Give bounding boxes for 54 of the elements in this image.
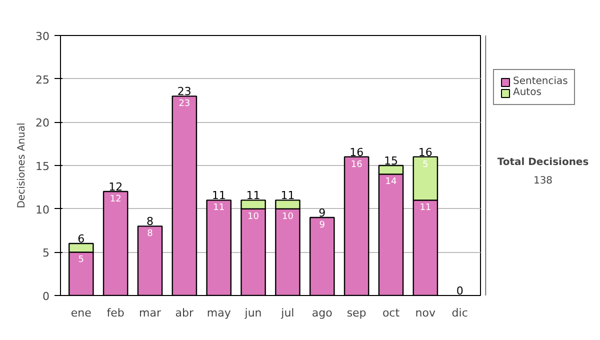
y-tick-label: 0 [42,290,50,303]
total-label: 11 [246,189,260,202]
data-label: 8 [147,229,154,240]
data-label: 14 [385,177,397,188]
text: 138 [533,176,553,187]
x-tick-label: oct [382,306,400,320]
data-label: 10 [248,212,260,222]
data-label: 11 [420,203,432,214]
x-tick-label: jun [244,306,262,320]
total-label: 23 [177,85,192,98]
data-label: 23 [178,99,190,110]
x-tick-label: feb [106,306,124,320]
x-tick-label: may [206,306,232,320]
total-label: 6 [78,232,85,246]
y-tick-label: 10 [36,203,50,216]
total-label: 12 [108,180,123,194]
bar [309,216,335,296]
legend-label: Sentencias [513,76,568,87]
bar [344,156,370,296]
y-tick-label: 15 [36,160,50,173]
data-label: 9 [319,220,326,230]
x-tick-label: jul [280,306,294,320]
data-label: 11 [213,203,225,214]
x-tick-label: sep [346,306,366,320]
total-label: 11 [280,189,295,202]
data-label: 5 [78,255,84,266]
x-tick-label: abr [175,306,194,320]
y-tick-label: 5 [42,246,50,260]
y-tick-label: 20 [36,116,50,130]
total-label: 11 [212,189,226,202]
total-label: 16 [350,146,364,159]
bar [172,96,198,296]
legend-label: Autos [513,87,542,98]
x-tick-label: nov [415,306,436,320]
bar [206,200,232,296]
bar [102,190,128,296]
y-axis-title: Decisiones Anual [16,122,28,208]
total-label: 0 [456,284,464,298]
data-label: 16 [350,160,363,170]
total-label: 9 [318,206,326,220]
bar [137,226,163,296]
text: Total Decisiones [497,157,589,168]
data-label: 10 [282,212,294,222]
x-tick-label: ago [312,306,333,320]
x-tick-label: ene [70,306,92,320]
total-label: 16 [418,146,432,159]
y-tick-label: 25 [36,73,50,86]
data-label: 12 [110,194,122,204]
total-label: 15 [384,154,398,168]
data-label: 5 [422,160,428,170]
x-tick-label: mar [139,306,162,320]
x-tick-label: dic [452,306,468,320]
y-tick-label: 30 [36,30,50,43]
total-label: 8 [146,215,154,228]
